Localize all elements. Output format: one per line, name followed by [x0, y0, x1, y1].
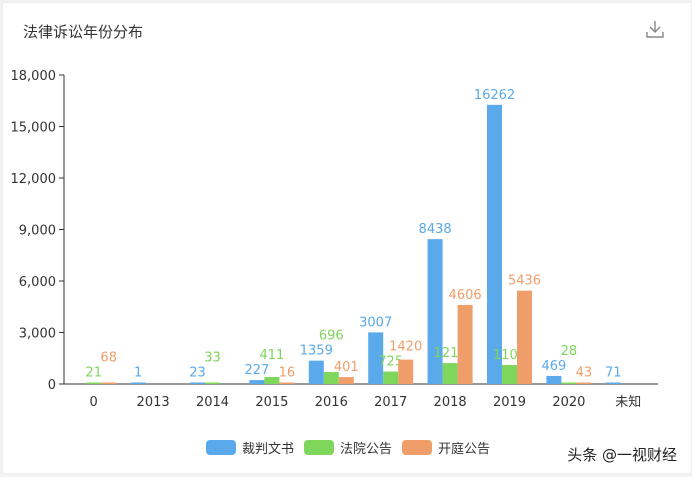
x-tick-label: 2019	[493, 395, 526, 410]
data-label: 71	[605, 366, 622, 381]
y-tick-label: 3,000	[19, 327, 56, 342]
y-tick-label: 6,000	[19, 275, 56, 290]
legend-label: 开庭公告	[438, 441, 490, 457]
legend-label: 裁判文书	[242, 441, 294, 457]
legend-swatch	[304, 440, 334, 455]
bar	[308, 360, 324, 384]
data-label: 1420	[389, 340, 422, 355]
data-label: 4606	[449, 288, 482, 303]
bar	[502, 365, 517, 384]
data-label: 68	[100, 351, 117, 366]
bar	[264, 376, 280, 384]
data-label: 33	[204, 351, 221, 366]
legend-label: 法院公告	[340, 442, 392, 457]
bar	[576, 382, 592, 384]
data-label: 5436	[508, 274, 541, 289]
x-tick-label: 0	[90, 395, 98, 410]
data-label: 1	[134, 366, 142, 381]
data-label: 16	[279, 366, 296, 381]
bar	[487, 104, 502, 384]
data-label: 21	[85, 366, 102, 381]
data-label: 3007	[359, 315, 392, 330]
x-tick-label: 2020	[552, 395, 585, 410]
y-tick-label: 0	[48, 378, 56, 393]
bar	[442, 363, 458, 384]
y-tick-label: 18,000	[11, 69, 57, 84]
download-icon[interactable]	[645, 19, 665, 39]
data-label: 16262	[474, 88, 515, 103]
y-tick-label: 12,000	[11, 172, 57, 187]
x-tick-label: 2016	[315, 395, 348, 410]
bar	[190, 382, 205, 384]
data-label: 23	[189, 366, 206, 381]
x-tick-label: 2018	[434, 395, 467, 410]
data-label: 401	[334, 360, 359, 375]
bar	[457, 304, 473, 384]
data-label: 8438	[419, 222, 452, 237]
bar	[427, 239, 443, 384]
bar	[338, 377, 354, 384]
legend-swatch	[206, 440, 236, 455]
data-label: 469	[541, 359, 566, 374]
data-label: 1359	[300, 344, 333, 359]
bar	[398, 359, 414, 384]
bar	[561, 382, 577, 384]
x-tick-label: 2015	[255, 395, 288, 410]
y-tick-label: 9,000	[19, 224, 56, 239]
bar	[546, 375, 562, 384]
data-label: 43	[576, 366, 593, 381]
y-tick-label: 15,000	[11, 121, 57, 136]
bar	[368, 332, 384, 384]
bar	[279, 382, 295, 384]
legend-swatch	[402, 440, 432, 455]
bar	[605, 382, 621, 384]
x-tick-label: 2014	[196, 395, 229, 410]
bar	[86, 382, 102, 384]
data-label: 696	[319, 329, 344, 344]
bar	[323, 372, 339, 384]
data-label: 725	[378, 355, 403, 370]
data-label: 28	[561, 344, 578, 359]
x-tick-label: 未知	[615, 394, 641, 410]
bar	[517, 290, 532, 384]
chart-title: 法律诉讼年份分布	[23, 23, 144, 41]
bar	[101, 382, 117, 384]
x-tick-label: 2013	[137, 395, 170, 410]
data-label: 411	[259, 348, 284, 363]
bar	[383, 371, 399, 384]
watermark: 头条 @一视财经	[567, 446, 677, 464]
bar	[249, 380, 265, 384]
bar	[205, 382, 220, 384]
x-tick-label: 2017	[374, 395, 407, 410]
data-label: 227	[244, 363, 269, 378]
bar	[130, 382, 146, 384]
